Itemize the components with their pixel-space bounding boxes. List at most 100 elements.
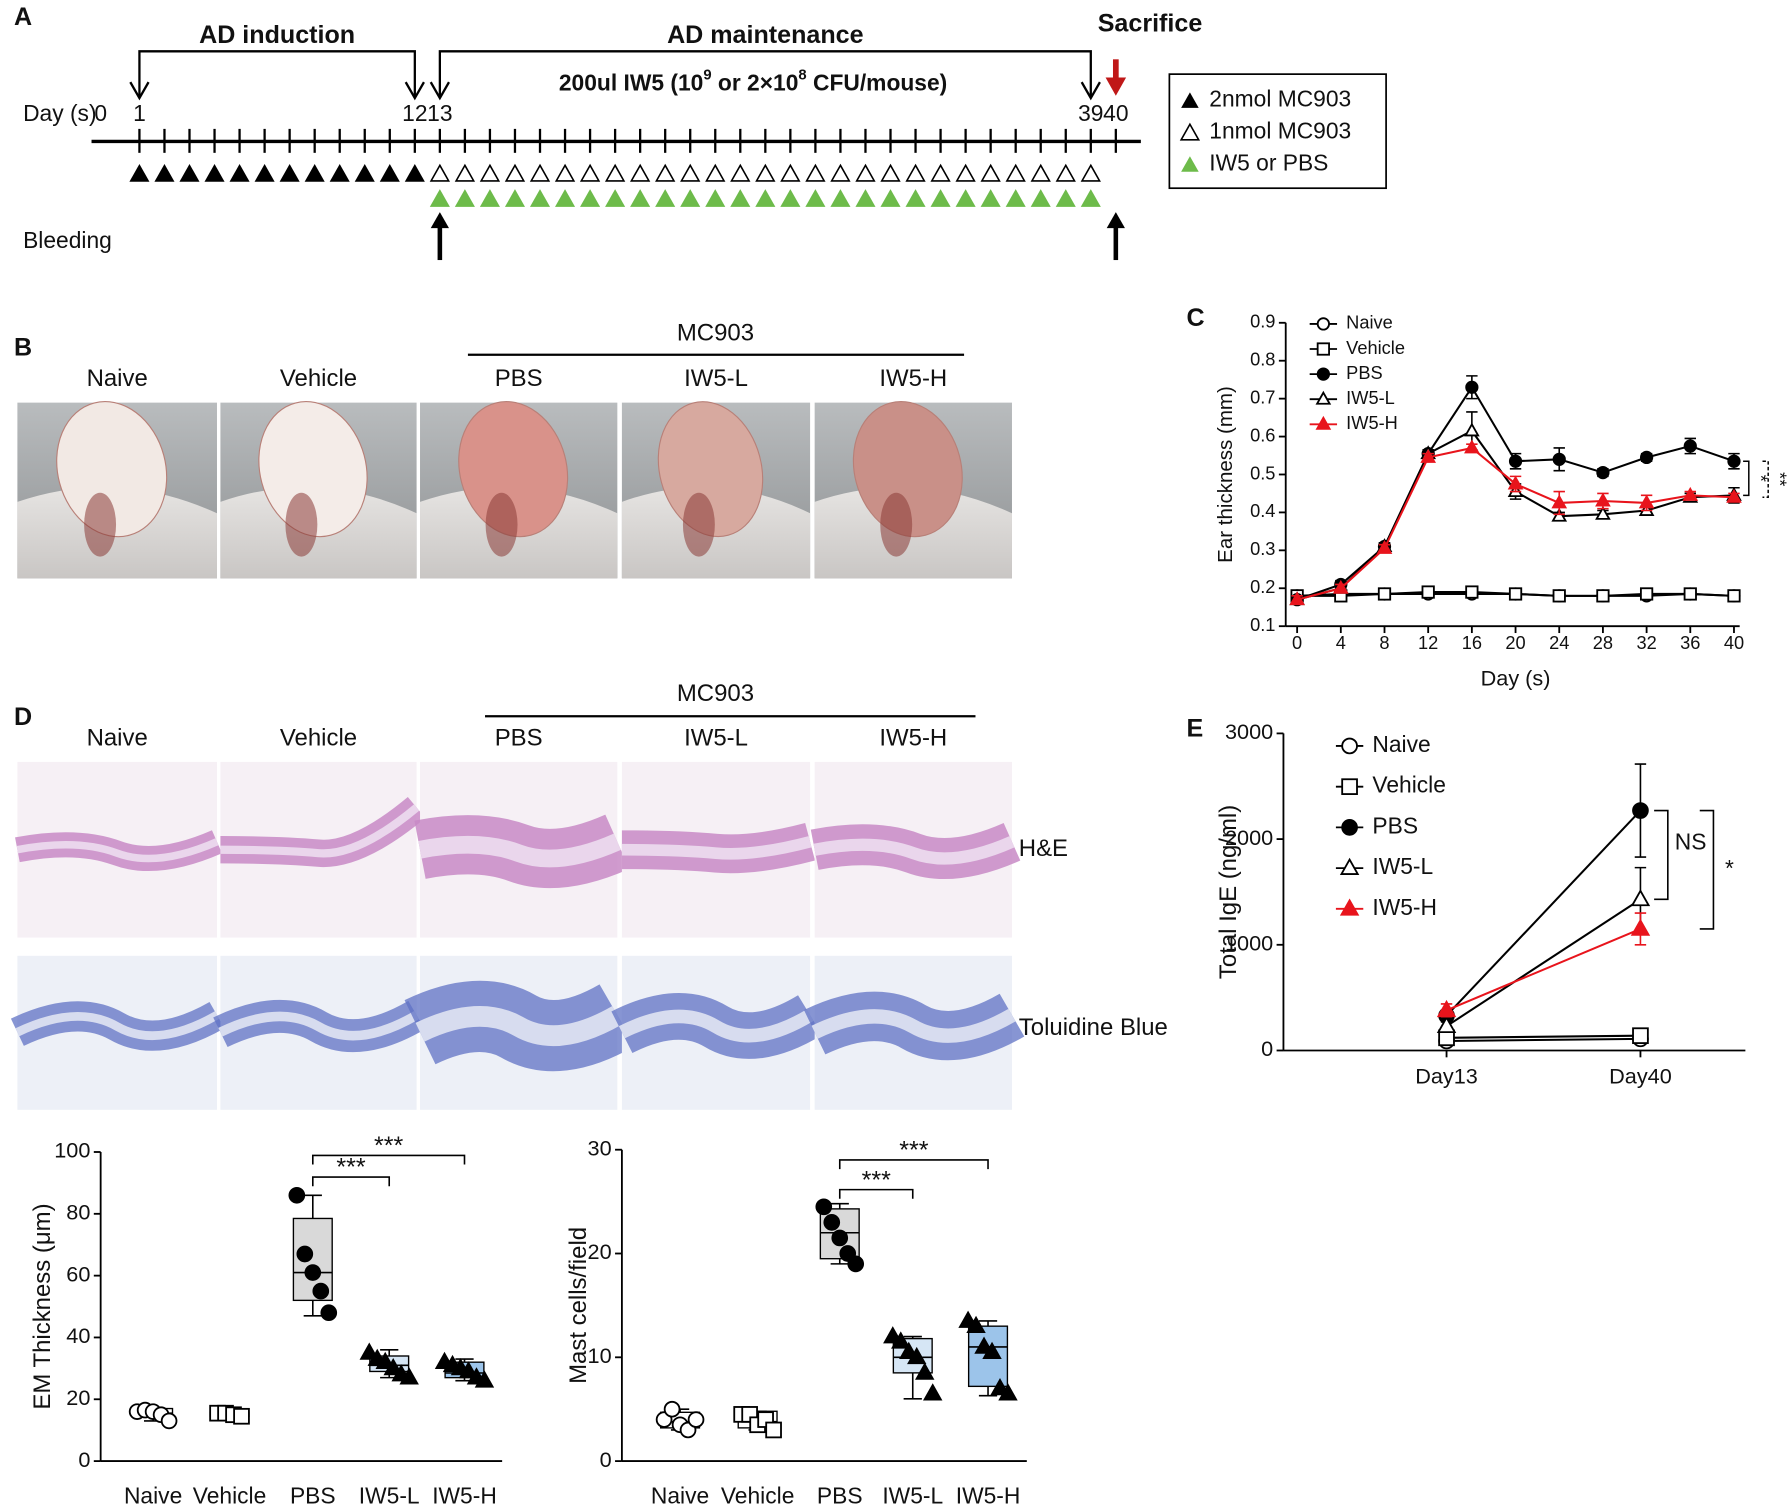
point xyxy=(1595,492,1611,507)
point xyxy=(1436,999,1457,1018)
point xyxy=(1552,452,1566,466)
triangle-iw5 xyxy=(855,189,876,207)
y-tick-label: 80 xyxy=(66,1200,90,1225)
photo-group-label: MC903 xyxy=(677,320,754,347)
y-axis-label: Ear thickness (mm) xyxy=(1214,386,1237,563)
point xyxy=(815,1198,833,1216)
day-label: 1 xyxy=(133,100,146,126)
dose-part: 8 xyxy=(798,67,806,83)
triangle-2nmol xyxy=(279,164,300,182)
y-tick-label: 3000 xyxy=(1225,719,1273,744)
point xyxy=(1630,918,1651,936)
point xyxy=(160,1412,178,1430)
bleeding-arrowhead xyxy=(1106,212,1125,229)
x-tick-label: PBS xyxy=(290,1483,336,1509)
day-label: 13 xyxy=(427,100,452,126)
x-tick-label: 8 xyxy=(1379,632,1389,653)
point xyxy=(1551,507,1568,522)
x-tick-label: 0 xyxy=(1292,632,1302,653)
point xyxy=(998,1383,1018,1401)
point xyxy=(375,1351,395,1370)
y-tick-label: 20 xyxy=(588,1239,612,1264)
triangle-2nmol xyxy=(379,164,400,182)
legend-triangle xyxy=(1181,92,1199,108)
triangle-iw5 xyxy=(805,189,826,207)
triangle-2nmol xyxy=(179,164,200,182)
triangle-1nmol xyxy=(1005,163,1026,182)
y-axis-label: EM Thickness (μm) xyxy=(29,1203,56,1409)
y-tick-label: 0 xyxy=(78,1447,90,1472)
point xyxy=(312,1282,330,1300)
point xyxy=(1420,449,1437,463)
tb-tissue-core xyxy=(415,1006,623,1046)
point xyxy=(1596,465,1610,480)
histology-label: Vehicle xyxy=(280,724,357,751)
triangle-2nmol xyxy=(404,164,425,182)
triangle-1nmol xyxy=(855,163,876,182)
histology-label: Naive xyxy=(87,724,148,751)
day-label: 0 xyxy=(94,100,107,126)
he-tissue-core xyxy=(621,836,812,860)
triangle-iw5 xyxy=(1055,189,1076,207)
legend-marker xyxy=(1315,390,1332,405)
y-tick-label: 60 xyxy=(66,1261,90,1286)
triangle-2nmol xyxy=(304,164,325,182)
day-label: 12 xyxy=(402,100,427,126)
induction-bracket-arrow xyxy=(404,81,425,101)
x-tick-label: IW5-H xyxy=(956,1483,1021,1509)
point xyxy=(399,1367,419,1385)
point xyxy=(1436,1015,1457,1034)
maintenance-bracket xyxy=(438,50,1092,97)
triangle-iw5 xyxy=(655,189,676,207)
triangle-iw5 xyxy=(454,189,475,207)
photo-label: Vehicle xyxy=(280,365,357,392)
bleeding-label: Bleeding xyxy=(23,227,112,253)
y-tick-label: 1000 xyxy=(1225,931,1273,956)
point xyxy=(474,1370,495,1388)
tb-tissue-core xyxy=(218,1010,419,1041)
triangle-1nmol xyxy=(655,163,676,182)
legend-marker xyxy=(1341,819,1358,836)
point xyxy=(458,1361,479,1379)
legend-text: Vehicle xyxy=(1372,772,1446,798)
x-tick-label: Naive xyxy=(651,1483,709,1509)
significance-label: *** xyxy=(336,1154,366,1182)
photo-ear xyxy=(56,400,168,538)
y-tick-label: 40 xyxy=(66,1323,90,1348)
triangle-iw5 xyxy=(429,189,450,207)
triangle-1nmol xyxy=(680,163,701,182)
triangle-1nmol xyxy=(504,163,526,182)
histology-group-label: MC903 xyxy=(677,680,754,707)
triangle-1nmol xyxy=(579,163,601,182)
legend-marker xyxy=(1315,415,1332,430)
point xyxy=(320,1304,338,1322)
he-tissue-core xyxy=(418,833,621,868)
x-tick-label: IW5-H xyxy=(432,1483,497,1509)
triangle-iw5 xyxy=(980,189,1001,207)
triangle-1nmol xyxy=(454,163,476,182)
photo-ear-base xyxy=(285,492,318,557)
point xyxy=(1421,585,1435,599)
significance-label: ** xyxy=(1770,472,1789,486)
triangle-1nmol xyxy=(479,163,501,182)
maintenance-bracket-arrow xyxy=(1080,81,1101,101)
point xyxy=(1465,380,1479,394)
triangle-iw5 xyxy=(730,189,751,207)
triangle-iw5 xyxy=(905,189,926,207)
point xyxy=(233,1407,250,1425)
x-tick-label: 40 xyxy=(1724,632,1744,653)
x-tick-label: Day40 xyxy=(1609,1064,1672,1089)
y-tick-label: 30 xyxy=(588,1135,612,1160)
triangle-1nmol xyxy=(429,163,451,182)
significance-label: NS xyxy=(1675,829,1707,855)
point xyxy=(922,1383,943,1401)
significance-label: * xyxy=(1750,475,1771,482)
x-tick-label: IW5-L xyxy=(359,1483,420,1509)
triangle-iw5 xyxy=(504,189,526,207)
histology-label: IW5-H xyxy=(879,724,947,751)
point xyxy=(1726,488,1742,503)
point xyxy=(891,1331,911,1349)
significance-label: * xyxy=(1725,855,1734,881)
induction-bracket xyxy=(138,50,416,97)
